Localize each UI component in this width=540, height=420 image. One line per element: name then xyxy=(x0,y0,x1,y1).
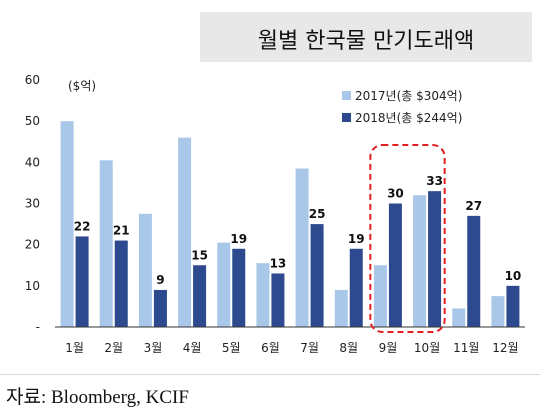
data-label-2018: 13 xyxy=(270,256,287,270)
bar-2017 xyxy=(491,296,505,327)
y-tick-label: - xyxy=(36,320,40,334)
bar-2018 xyxy=(310,224,324,327)
x-tick-label: 3월 xyxy=(144,341,163,355)
data-label-2018: 9 xyxy=(156,273,164,287)
bar-2018 xyxy=(349,248,363,327)
data-label-2018: 22 xyxy=(74,219,91,233)
bar-2017 xyxy=(295,168,309,327)
bar-chart: 60 50 40 30 20 10 - ($억) 2017년(총 $304억) 2018년(총 … xyxy=(25,73,525,355)
y-unit-label: ($억) xyxy=(68,79,96,93)
bar-2017 xyxy=(334,289,348,327)
bar-2018 xyxy=(232,248,246,327)
bar-2018 xyxy=(467,215,481,327)
bar-2017 xyxy=(452,308,466,327)
x-tick-label: 12월 xyxy=(492,341,518,355)
separator-line xyxy=(0,374,540,375)
x-tick-label: 6월 xyxy=(261,341,280,355)
legend: 2017년(총 $304억) 2018년(총 $244억) xyxy=(342,89,462,125)
bars: 22 21 9 15 19 13 25 19 30 33 27 10 xyxy=(60,121,522,328)
bar-2017 xyxy=(178,137,192,327)
x-tick-label: 7월 xyxy=(300,341,319,355)
x-axis: 1월 2월 3월 4월 5월 6월 7월 8월 9월 10월 11월 12월 xyxy=(55,326,525,355)
bar-2017 xyxy=(60,121,74,328)
x-tick-label: 8월 xyxy=(339,341,358,355)
x-tick-label: 11월 xyxy=(453,341,479,355)
x-tick-label: 2월 xyxy=(104,341,123,355)
bar-2018 xyxy=(153,289,167,327)
data-label-2018: 21 xyxy=(113,224,130,238)
data-label-2018: 30 xyxy=(387,187,404,201)
bar-2017 xyxy=(138,213,152,327)
bar-2018 xyxy=(271,273,285,327)
y-axis: 60 50 40 30 20 10 - ($억) xyxy=(25,73,96,334)
chart-title: 월별 한국물 만기도래액 xyxy=(257,29,475,54)
x-tick-label: 4월 xyxy=(183,341,202,355)
x-tick-label: 1월 xyxy=(65,341,84,355)
data-label-2018: 33 xyxy=(426,174,443,188)
data-label-2018: 27 xyxy=(465,199,482,213)
legend-label-2017: 2017년(총 $304억) xyxy=(355,89,462,103)
bar-2017 xyxy=(373,265,387,327)
x-tick-label: 10월 xyxy=(414,341,440,355)
y-tick-label: 50 xyxy=(25,114,40,128)
bar-2017 xyxy=(217,242,231,327)
bar-2018 xyxy=(193,265,207,327)
y-tick-label: 40 xyxy=(25,155,40,169)
source-note: 자료: Bloomberg, KCIF xyxy=(6,387,189,408)
bar-2018 xyxy=(388,203,402,327)
bar-2018 xyxy=(428,191,442,327)
legend-label-2018: 2018년(총 $244억) xyxy=(355,111,462,125)
x-tick-label: 9월 xyxy=(379,341,398,355)
data-label-2018: 19 xyxy=(230,232,247,246)
title-box: 월별 한국물 만기도래액 xyxy=(200,12,532,62)
bar-2018 xyxy=(75,236,89,327)
legend-swatch-2017 xyxy=(342,91,351,100)
x-tick-label: 5월 xyxy=(222,341,241,355)
data-label-2018: 15 xyxy=(191,248,208,262)
highlight-box xyxy=(369,144,446,333)
bar-2017 xyxy=(413,195,427,327)
bar-2018 xyxy=(114,240,128,327)
y-tick-label: 20 xyxy=(25,238,40,252)
highlight-rect xyxy=(369,144,446,333)
data-label-2018: 10 xyxy=(505,269,522,283)
data-label-2018: 19 xyxy=(348,232,365,246)
bar-2017 xyxy=(256,263,270,327)
y-tick-label: 10 xyxy=(25,279,40,293)
y-tick-label: 30 xyxy=(25,197,40,211)
bar-2017 xyxy=(99,160,113,327)
legend-swatch-2018 xyxy=(342,113,351,122)
bar-2018 xyxy=(506,285,520,327)
data-label-2018: 25 xyxy=(309,207,326,221)
y-tick-label: 60 xyxy=(25,73,40,87)
